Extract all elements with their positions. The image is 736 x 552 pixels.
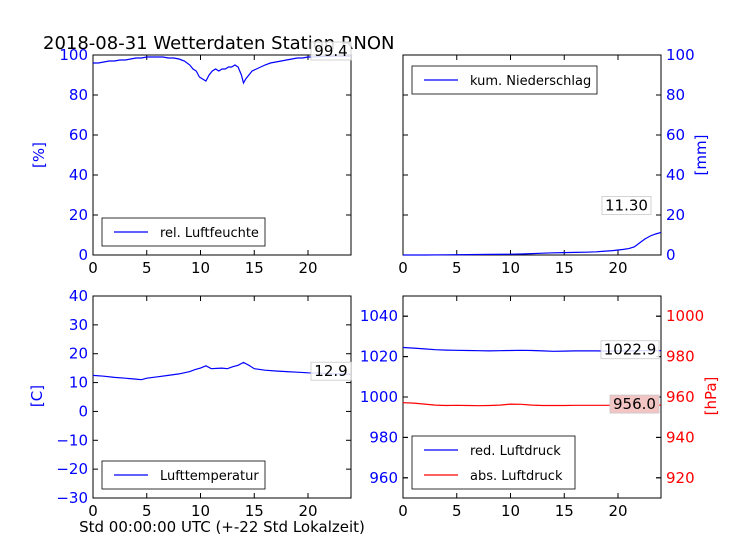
last-value-label: 11.30	[605, 196, 648, 214]
legend-entry: red. Luftdruck	[470, 444, 561, 459]
last-value-box	[601, 195, 652, 215]
y-tick-label: 980	[666, 348, 695, 366]
plot-frame	[402, 54, 662, 256]
plot-frame	[92, 295, 352, 499]
x-tick-label: 0	[88, 502, 98, 520]
y-tick-label: 1020	[360, 348, 398, 366]
last-value-label: 1022.9	[604, 341, 657, 359]
y-tick-label: 0	[78, 402, 88, 420]
y-tick-label: 10	[69, 374, 88, 392]
legend: rel. Luftfeuchte	[101, 217, 266, 247]
last-value-box	[310, 361, 352, 381]
y-tick-label: 940	[666, 428, 695, 446]
y-tick-label: 40	[69, 166, 88, 184]
y-tick-label: −30	[56, 489, 88, 507]
x-tick-label: 20	[608, 259, 627, 277]
y-tick-label: 30	[69, 316, 88, 334]
x-tick-label: 5	[142, 502, 152, 520]
legend-box	[411, 435, 576, 490]
legend-entry: rel. Luftfeuchte	[160, 226, 259, 241]
y-tick-label: −10	[56, 431, 88, 449]
x-tick-label: 15	[555, 259, 574, 277]
x-tick-label: 10	[191, 502, 210, 520]
y-tick-label: 20	[69, 345, 88, 363]
series-line-rel-luftfeuchte	[93, 55, 351, 85]
legend: Lufttemperatur	[101, 460, 266, 490]
legend-entry: abs. Luftdruck	[470, 469, 563, 484]
x-tick-label: 5	[142, 259, 152, 277]
x-tick-label: 10	[501, 502, 520, 520]
series-line-kum-niederschlag	[403, 231, 662, 256]
x-tick-label: 5	[452, 259, 462, 277]
x-tick-label: 0	[398, 502, 408, 520]
figure-title: 2018-08-31 Wetterdaten Station RNON	[43, 33, 394, 54]
y-tick-label: 980	[369, 428, 398, 446]
y-tick-label: 960	[369, 469, 398, 487]
panel-bottom-right: 0 5 10 15 20 960 980 1000 1020 1040 920 940 960 980 10…	[360, 295, 720, 520]
y-tick-label: 20	[69, 206, 88, 224]
legend-entry: kum. Niederschlag	[470, 74, 591, 89]
y-tick-label: 0	[78, 246, 88, 264]
y-tick-label: 1000	[360, 388, 398, 406]
last-value-box	[600, 340, 660, 360]
last-value-label: 12.9	[314, 362, 347, 380]
last-value-box	[310, 41, 352, 61]
x-tick-label: 20	[298, 502, 317, 520]
x-tick-label: 5	[452, 502, 462, 520]
last-value-box	[609, 394, 660, 414]
y-tick-label: 100	[666, 46, 695, 64]
y-tick-label: 60	[666, 126, 685, 144]
last-value-label: 956.0	[613, 395, 656, 413]
panel-top-left: 0 5 10 15 20 0 20 40 60 80 100 [%] 99.4 rel. Luftfeuc…	[30, 41, 352, 277]
y-tick-label: −20	[56, 460, 88, 478]
y-tick-label: 20	[666, 206, 685, 224]
x-tick-label: 20	[608, 502, 627, 520]
legend-entry: Lufttemperatur	[160, 469, 259, 484]
y-tick-label: 1040	[360, 307, 398, 325]
y-tick-label: 40	[666, 166, 685, 184]
series-line-lufttemperatur	[92, 361, 352, 381]
panel-bottom-left: 0 5 10 15 20 −30 −20 −10 0 10 20 30 40 [C] 12.9 Lufttem…	[28, 287, 352, 520]
x-tick-label: 20	[298, 259, 317, 277]
figure-x-axis-label: Std 00:00:00 UTC (+-22 Std Lokalzeit)	[79, 518, 365, 536]
y-tick-label: 80	[69, 86, 88, 104]
legend: kum. Niederschlag	[411, 65, 598, 95]
y-tick-label: 920	[666, 469, 695, 487]
y-tick-label: 80	[666, 86, 685, 104]
x-tick-label: 10	[191, 259, 210, 277]
x-tick-label: 15	[245, 259, 264, 277]
x-tick-label: 15	[245, 502, 264, 520]
y-tick-label: 100	[59, 46, 88, 64]
panel-top-right: 0 5 10 15 20 0 20 40 60 80 100 [mm] 11.30 kum. Nieder…	[398, 46, 710, 277]
y-axis-label: [C]	[28, 385, 46, 407]
y-tick-label: 0	[666, 246, 676, 264]
y-tick-label: 1000	[666, 307, 704, 325]
y-axis-label: [hPa]	[702, 377, 720, 416]
y-tick-label: 60	[69, 126, 88, 144]
last-value-label: 99.4	[314, 42, 347, 60]
legend: red. Luftdruck abs. Luftdruck	[411, 435, 576, 490]
y-tick-label: 960	[666, 388, 695, 406]
y-axis-label: [%]	[30, 142, 48, 168]
y-axis-label: [mm]	[692, 135, 710, 176]
x-tick-label: 10	[501, 259, 520, 277]
x-tick-label: 0	[88, 259, 98, 277]
x-tick-label: 0	[398, 259, 408, 277]
x-tick-label: 15	[555, 502, 574, 520]
y-tick-label: 40	[69, 287, 88, 305]
plot-frame	[92, 54, 352, 256]
